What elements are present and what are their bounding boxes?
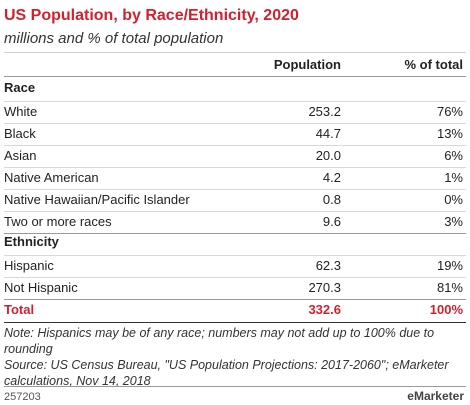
percent-cell: 3%	[444, 214, 463, 229]
population-cell: 253.2	[308, 104, 341, 119]
percent-cell: 19%	[436, 258, 463, 273]
rule	[4, 189, 466, 190]
row-label: Hispanic	[4, 258, 54, 273]
rule	[4, 255, 466, 256]
percent-cell: 13%	[436, 126, 463, 141]
rule	[4, 277, 466, 278]
percent-cell: 81%	[436, 280, 463, 295]
row-label: Two or more races	[4, 214, 112, 229]
percent-cell: 76%	[436, 104, 463, 119]
rule	[4, 101, 466, 102]
row-label: Not Hispanic	[4, 280, 78, 295]
rule	[4, 386, 466, 387]
rule	[4, 123, 466, 124]
brand: eMarketer	[407, 389, 464, 403]
row-label: Asian	[4, 148, 37, 163]
column-header: % of total	[404, 57, 464, 72]
title: US Population, by Race/Ethnicity, 2020	[4, 7, 299, 24]
rule	[4, 145, 466, 146]
rule	[4, 76, 466, 77]
rule	[4, 52, 466, 53]
population-cell: 20.0	[315, 148, 341, 163]
rule	[4, 322, 466, 323]
row-label: Native Hawaiian/Pacific Islander	[4, 192, 190, 207]
notes: Note: Hispanics may be of any race; numb…	[4, 325, 466, 389]
percent-cell: 6%	[444, 148, 463, 163]
population-cell: 0.8	[322, 192, 341, 207]
population-cell: 44.7	[315, 126, 341, 141]
row-label: Total	[4, 302, 35, 317]
percent-cell: 0%	[444, 192, 463, 207]
population-cell: 62.3	[315, 258, 341, 273]
section-label: Race	[4, 80, 36, 95]
row-label: Native American	[4, 170, 99, 185]
column-header: Population	[273, 57, 341, 72]
section-label: Ethnicity	[4, 234, 59, 249]
note: Source: US Census Bureau, "US Population…	[4, 358, 449, 388]
rule	[4, 233, 466, 234]
population-cell: 9.6	[322, 214, 341, 229]
chart-id: 257203	[4, 391, 41, 403]
subtitle: millions and % of total population	[4, 30, 224, 47]
rule	[4, 167, 466, 168]
population-cell: 332.6	[308, 302, 341, 317]
rule	[4, 299, 466, 300]
percent-cell: 1%	[444, 170, 463, 185]
population-cell: 270.3	[308, 280, 341, 295]
row-label: White	[4, 104, 38, 119]
rule	[4, 211, 466, 212]
row-label: Black	[4, 126, 36, 141]
note: Note: Hispanics may be of any race; numb…	[4, 326, 435, 356]
population-cell: 4.2	[322, 170, 341, 185]
percent-cell: 100%	[429, 302, 463, 317]
